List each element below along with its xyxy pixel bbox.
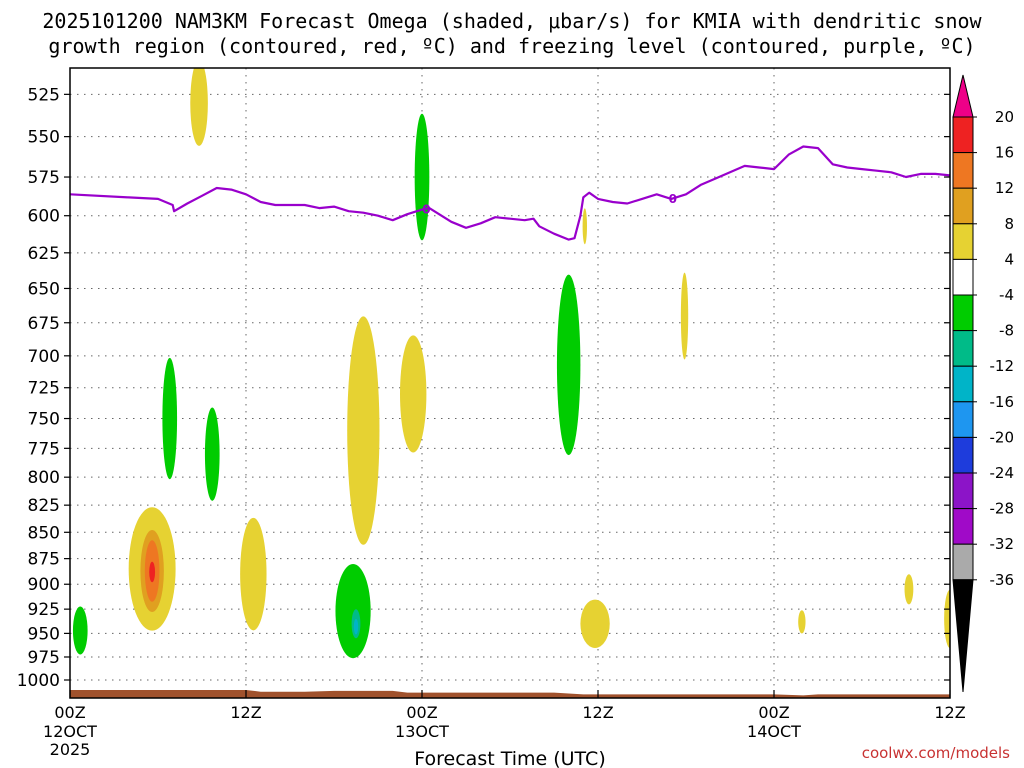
y-tick-label: 825 bbox=[28, 496, 60, 516]
colorbar-segment bbox=[952, 472, 974, 510]
y-tick-label: 700 bbox=[28, 347, 60, 367]
omega-region bbox=[580, 599, 610, 648]
y-tick-label: 925 bbox=[28, 600, 60, 620]
colorbar-label: -8 bbox=[999, 322, 1014, 340]
colorbar-label: 4 bbox=[1004, 250, 1014, 268]
chart-title-line-2: growth region (contoured, red, ºC) and f… bbox=[48, 34, 975, 58]
omega-region bbox=[414, 113, 430, 241]
colorbar-segment bbox=[952, 436, 974, 474]
y-tick-label: 550 bbox=[28, 128, 60, 148]
colorbar-label: -12 bbox=[990, 357, 1015, 375]
colorbar-top-arrow bbox=[952, 74, 974, 118]
colorbar-segment bbox=[952, 543, 974, 581]
y-tick-label: 1000 bbox=[17, 671, 60, 691]
credit-text: coolwx.com/models bbox=[862, 744, 1010, 762]
y-tick-label: 875 bbox=[28, 550, 60, 570]
colorbar-label: 20 bbox=[995, 108, 1014, 126]
terrain-fill bbox=[70, 689, 950, 698]
y-tick-label: 850 bbox=[28, 523, 60, 543]
x-axis-label: Forecast Time (UTC) bbox=[414, 748, 605, 768]
colorbar-label: 12 bbox=[995, 179, 1014, 197]
colorbar-segment bbox=[952, 330, 974, 367]
colorbar-label: -16 bbox=[990, 393, 1015, 411]
colorbar-segment bbox=[952, 187, 974, 225]
freezing-level-label: 0 bbox=[422, 203, 430, 217]
y-tick-label: 725 bbox=[28, 379, 60, 399]
x-tick-label: 00Z bbox=[54, 703, 85, 722]
colorbar: 20 16 12 8 4 -4 -8 -12 -16 -20 -24 -28 -32 -36 bbox=[952, 74, 1015, 693]
omega-region bbox=[400, 335, 427, 453]
omega-region bbox=[72, 606, 88, 655]
omega-region bbox=[240, 517, 267, 631]
y-tick-label: 800 bbox=[28, 468, 60, 488]
plot-frame bbox=[69, 67, 951, 699]
colorbar-label: -28 bbox=[990, 500, 1015, 518]
y-tick-label: 575 bbox=[28, 168, 60, 188]
colorbar-segment bbox=[952, 258, 974, 296]
colorbar-label: 8 bbox=[1004, 215, 1014, 233]
x-tick-year-label: 2025 bbox=[50, 740, 91, 759]
omega-region bbox=[680, 272, 689, 360]
x-tick-date-label: 12OCT bbox=[43, 722, 97, 741]
freezing-level-label: 0 bbox=[669, 192, 677, 206]
colorbar-label: -32 bbox=[990, 535, 1015, 553]
x-tick-label: 12Z bbox=[934, 703, 965, 722]
omega-region bbox=[582, 208, 587, 245]
colorbar-segment bbox=[952, 116, 974, 154]
grid-lines bbox=[70, 68, 950, 698]
y-tick-label: 600 bbox=[28, 207, 60, 227]
y-axis-ticks: 525 550 575 600 625 650 675 700 725 750 775 800 825 8… bbox=[17, 85, 950, 691]
x-tick-label: 00Z bbox=[758, 703, 789, 722]
x-tick-label: 00Z bbox=[406, 703, 437, 722]
colorbar-segment bbox=[952, 294, 974, 332]
omega-region bbox=[162, 357, 178, 480]
colorbar-label: 16 bbox=[995, 144, 1014, 162]
omega-region bbox=[798, 610, 806, 634]
y-tick-label: 650 bbox=[28, 279, 60, 299]
colorbar-label: -24 bbox=[990, 464, 1015, 482]
colorbar-segment bbox=[952, 401, 974, 438]
colorbar-bottom-arrow bbox=[952, 579, 974, 693]
x-tick-label: 12Z bbox=[230, 703, 261, 722]
x-tick-label: 12Z bbox=[582, 703, 613, 722]
y-tick-label: 525 bbox=[28, 85, 60, 105]
omega-region bbox=[204, 407, 220, 501]
y-tick-label: 900 bbox=[28, 575, 60, 595]
y-tick-label: 975 bbox=[28, 648, 60, 668]
colorbar-segment bbox=[952, 152, 974, 189]
x-tick-date-label: 14OCT bbox=[747, 722, 801, 741]
y-tick-label: 675 bbox=[28, 314, 60, 334]
y-tick-label: 775 bbox=[28, 439, 60, 459]
omega-region bbox=[149, 561, 156, 583]
colorbar-label: -36 bbox=[990, 571, 1015, 589]
colorbar-segment bbox=[952, 365, 974, 403]
chart-title-line-1: 2025101200 NAM3KM Forecast Omega (shaded… bbox=[42, 9, 982, 33]
omega-region bbox=[335, 564, 371, 659]
omega-region bbox=[904, 574, 914, 605]
omega-region bbox=[190, 68, 208, 146]
colorbar-label: -4 bbox=[999, 286, 1014, 304]
colorbar-segment bbox=[952, 508, 974, 545]
y-tick-label: 750 bbox=[28, 410, 60, 430]
omega-region bbox=[353, 618, 359, 635]
y-tick-label: 625 bbox=[28, 244, 60, 264]
freezing-level-line bbox=[70, 145, 950, 241]
y-tick-label: 950 bbox=[28, 624, 60, 644]
colorbar-label: -20 bbox=[990, 428, 1015, 446]
freezing-level-contour: 00 bbox=[70, 145, 950, 241]
x-tick-date-label: 13OCT bbox=[395, 722, 449, 741]
colorbar-segment bbox=[952, 223, 974, 260]
omega-region bbox=[347, 316, 380, 545]
terrain-area bbox=[70, 689, 950, 698]
omega-region bbox=[556, 274, 581, 456]
omega-shading bbox=[72, 68, 950, 659]
